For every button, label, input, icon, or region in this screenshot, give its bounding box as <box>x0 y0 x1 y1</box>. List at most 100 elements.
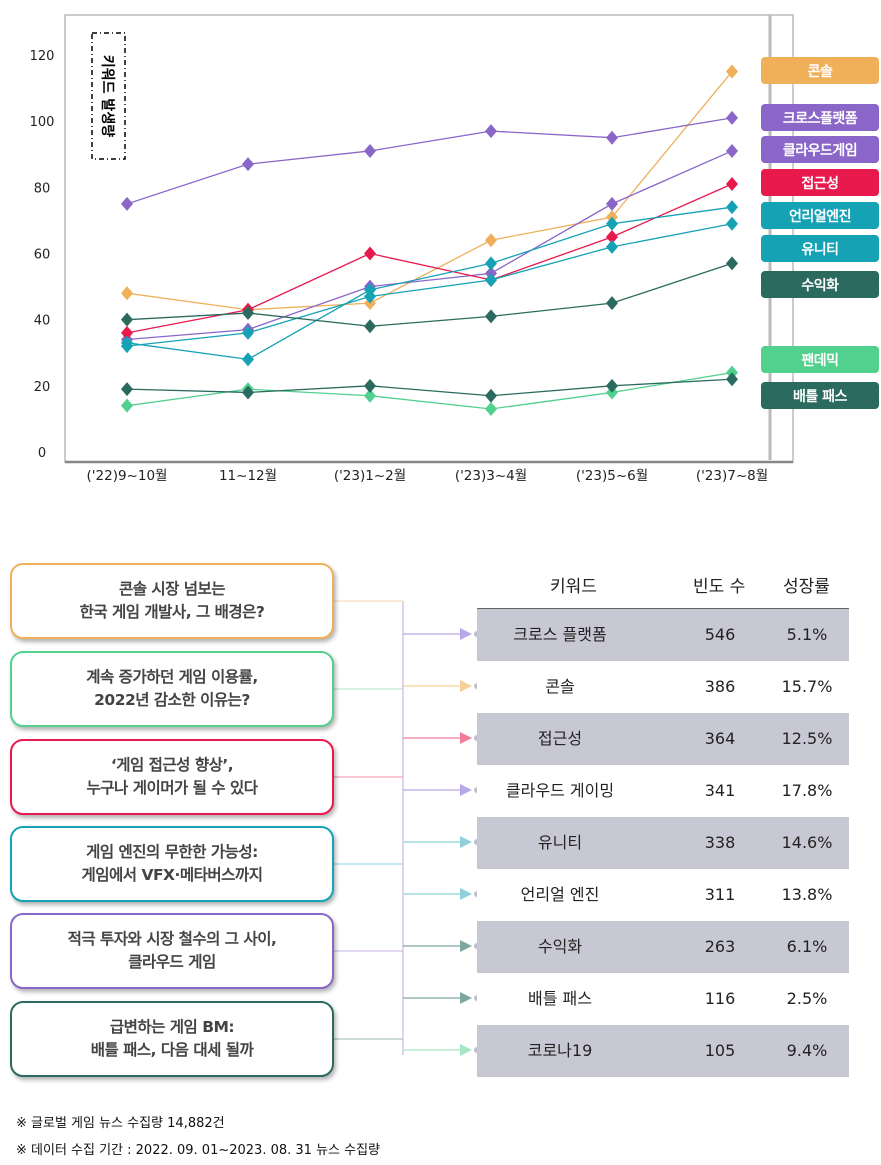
data-point <box>485 309 497 324</box>
data-point <box>606 196 618 211</box>
note-total: ※ 글로벌 게임 뉴스 수집량 14,882건 <box>16 1116 225 1131</box>
data-point <box>121 196 133 211</box>
data-point <box>485 124 497 139</box>
data-point <box>364 143 376 158</box>
data-point <box>726 372 738 387</box>
arrow-head-icon <box>460 732 472 744</box>
table-row: 수익화 263 6.1% <box>477 921 849 973</box>
y-tick-label: 80 <box>34 181 51 196</box>
cell-growth: 6.1% <box>786 937 828 956</box>
data-point <box>121 398 133 413</box>
cell-keyword: 접근성 <box>537 729 583 748</box>
table-row: 콘솔 386 15.7% <box>477 661 849 713</box>
series-8 <box>121 372 738 403</box>
article-card[interactable]: 급변하는 게임 BM: 배틀 패스, 다음 대세 될까 <box>10 1001 334 1077</box>
data-point <box>606 296 618 311</box>
data-point <box>364 378 376 393</box>
series-line <box>126 117 733 205</box>
y-axis-label-box <box>91 32 126 160</box>
cell-freq: 386 <box>704 677 736 696</box>
cell-growth: 12.5% <box>781 729 833 748</box>
series-line <box>126 206 733 361</box>
article-card[interactable]: 적극 투자와 시장 철수의 그 사이, 클라우드 게임 <box>10 913 334 989</box>
data-point <box>485 233 497 248</box>
data-point <box>726 216 738 231</box>
article-title-line: 계속 증가하던 게임 이용률, <box>86 668 258 686</box>
cell-growth: 13.8% <box>781 885 833 904</box>
arrow-head-icon <box>460 1044 472 1056</box>
data-point <box>485 272 497 287</box>
article-title-line: 급변하는 게임 BM: <box>109 1018 235 1036</box>
cell-keyword: 클라우드 게이밍 <box>505 781 615 800</box>
data-point <box>121 312 133 327</box>
article-title-line: 한국 게임 개발사, 그 배경은? <box>79 603 265 621</box>
table-row: 배틀 패스 116 2.5% <box>477 973 849 1025</box>
article-card[interactable]: 계속 증가하던 게임 이용률, 2022년 감소한 이유는? <box>10 651 334 727</box>
data-point <box>726 200 738 215</box>
article-title-line: 2022년 감소한 이유는? <box>94 691 250 709</box>
legend-item: 콘솔 <box>761 57 879 84</box>
series-5 <box>121 216 738 354</box>
cell-keyword: 유니티 <box>537 833 583 852</box>
note-period: ※ 데이터 수집 기간 : 2022. 09. 01~2023. 08. 31 … <box>16 1143 381 1158</box>
arrow-head-icon <box>460 836 472 848</box>
x-tick-label: ('23)3~4월 <box>455 468 527 484</box>
cell-growth: 15.7% <box>781 677 833 696</box>
article-title-line: ‘게임 접근성 향상’, <box>110 756 234 774</box>
y-axis-label: 키워드 발생량 <box>99 55 116 137</box>
x-tick-label: ('23)7~8월 <box>696 468 768 484</box>
data-point <box>121 339 133 354</box>
article-title-line: 클라우드 게임 <box>128 953 216 971</box>
cell-freq: 341 <box>704 781 736 800</box>
article-card[interactable]: 게임 엔진의 무한한 가능성: 게임에서 VFX·메타버스까지 <box>10 826 334 902</box>
table-row: 코로나19 105 9.4% <box>477 1025 849 1077</box>
table-row: 유니티 338 14.6% <box>477 817 849 869</box>
x-tick-label: ('23)5~6월 <box>576 468 648 484</box>
cell-keyword: 배틀 패스 <box>528 989 592 1008</box>
cell-growth: 2.5% <box>786 989 828 1008</box>
series-line <box>126 378 733 397</box>
x-tick-label: ('23)1~2월 <box>334 468 406 484</box>
cell-growth: 17.8% <box>781 781 833 800</box>
series-line <box>126 223 733 347</box>
article-title-line: 적극 투자와 시장 철수의 그 사이, <box>67 930 277 948</box>
cell-keyword: 크로스 플랫폼 <box>513 625 607 644</box>
data-point <box>242 157 254 172</box>
cell-freq: 116 <box>704 989 736 1008</box>
data-point <box>242 325 254 340</box>
data-point <box>485 388 497 403</box>
article-card[interactable]: ‘게임 접근성 향상’, 누구나 게이머가 될 수 있다 <box>10 739 334 815</box>
y-tick-label: 0 <box>38 446 46 461</box>
cell-keyword: 수익화 <box>537 937 583 956</box>
legend-item: 수익화 <box>761 271 879 298</box>
data-point <box>606 229 618 244</box>
table-row: 크로스 플랫폼 546 5.1% <box>477 609 849 661</box>
cell-growth: 14.6% <box>781 833 833 852</box>
table-header-growth: 성장률 <box>783 577 830 597</box>
arrow-head-icon <box>460 628 472 640</box>
y-tick-label: 40 <box>34 314 51 329</box>
cell-growth: 5.1% <box>786 625 828 644</box>
data-point <box>242 385 254 400</box>
y-tick-label: 60 <box>34 248 51 263</box>
data-point <box>364 388 376 403</box>
cell-freq: 311 <box>704 885 736 904</box>
data-point <box>485 256 497 271</box>
data-point <box>606 239 618 254</box>
data-point <box>364 289 376 304</box>
cell-freq: 338 <box>704 833 736 852</box>
series-1 <box>121 110 738 211</box>
data-point <box>726 177 738 192</box>
arrow-head-icon <box>460 888 472 900</box>
cell-keyword: 코로나19 <box>527 1041 593 1060</box>
arrow-head-icon <box>460 940 472 952</box>
data-point <box>726 143 738 158</box>
article-title-line: 콘솔 시장 넘보는 <box>118 580 226 598</box>
data-point <box>726 64 738 79</box>
y-tick-label: 100 <box>30 115 55 130</box>
data-point <box>121 325 133 340</box>
legend-item: 크로스플랫폼 <box>761 104 879 131</box>
cell-keyword: 언리얼 엔진 <box>520 885 600 904</box>
arrow-head-icon <box>460 680 472 692</box>
